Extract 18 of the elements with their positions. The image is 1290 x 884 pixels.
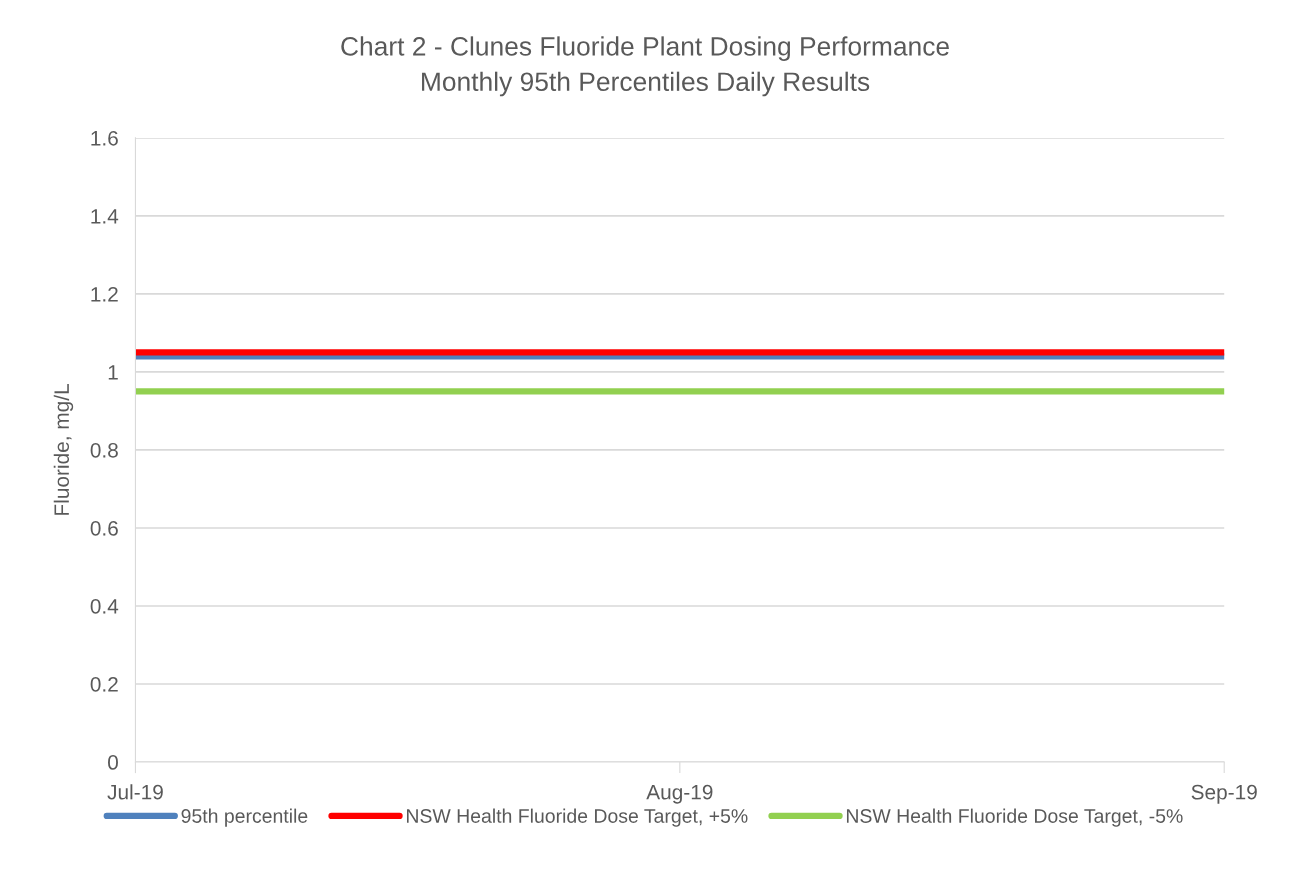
x-tick-label: Aug-19 [646, 784, 713, 804]
legend-label: NSW Health Fluoride Dose Target, +5% [406, 808, 748, 827]
chart-title: Chart 2 - Clunes Fluoride Plant Dosing Performance [341, 36, 949, 61]
y-tick-label: 0.8 [90, 442, 118, 458]
y-tick-label: 0.6 [90, 520, 118, 536]
y-tick-label: 0 [108, 755, 118, 770]
y-tick-label: 1.6 [91, 130, 118, 146]
x-tick-label: Sep-19 [1191, 784, 1257, 804]
legend-label: 95th percentile [181, 808, 308, 827]
y-tick-label: 0.2 [90, 677, 118, 692]
chart-subtitle: Monthly 95th Percentiles Daily Results [422, 71, 870, 97]
y-axis-title: Fluoride, mg/L [53, 384, 74, 515]
y-tick-label: 1.2 [91, 286, 118, 302]
legend-label: NSW Health Fluoride Dose Target, -5% [846, 808, 1183, 827]
x-tick-label: Jul-19 [107, 784, 163, 800]
y-tick-label: 0.4 [90, 598, 119, 614]
y-tick-label: 1 [108, 365, 118, 380]
y-tick-label: 1.4 [91, 209, 119, 224]
